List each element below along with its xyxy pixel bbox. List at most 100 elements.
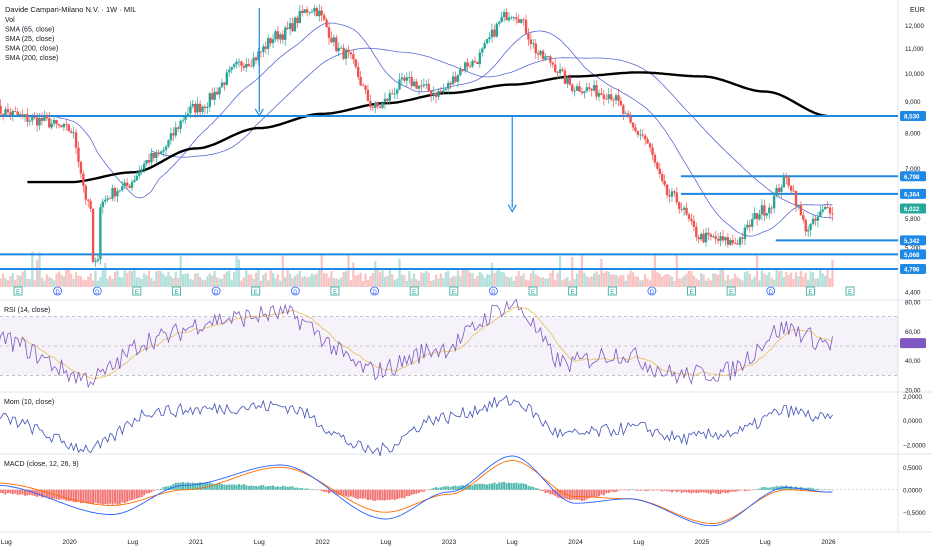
volume-bar	[763, 273, 766, 287]
volume-bar	[430, 280, 433, 287]
macd-histogram-bar	[60, 489, 63, 500]
volume-bar	[777, 271, 781, 287]
candle-body	[179, 120, 182, 129]
earnings-marker-icon	[568, 286, 578, 296]
macd-histogram-bar	[709, 489, 712, 495]
macd-histogram-bar	[722, 489, 725, 493]
candle-body	[376, 103, 379, 107]
volume-bar	[792, 278, 795, 287]
candle-body	[743, 227, 747, 239]
macd-histogram-bar	[807, 487, 810, 490]
volume-bar	[597, 274, 601, 287]
volume-bar	[447, 270, 450, 287]
volume-bar	[782, 277, 785, 287]
candle-body	[99, 207, 102, 260]
candle-body	[507, 17, 511, 21]
candle-body	[451, 76, 455, 85]
macd-histogram-bar	[323, 489, 326, 492]
volume-bar	[308, 276, 311, 287]
candle-body	[269, 38, 272, 44]
macd-histogram-bar	[532, 486, 535, 490]
volume-bar	[595, 271, 598, 287]
volume-bar	[26, 278, 29, 287]
candle-body	[709, 234, 713, 237]
candle-body	[726, 237, 730, 245]
volume-bar	[415, 279, 418, 287]
candle-body	[539, 50, 542, 55]
indicator-legend-item: SMA (200, close)	[5, 46, 58, 53]
macd-histogram-bar	[478, 483, 481, 490]
macd-histogram-bar	[692, 489, 695, 493]
candle-body	[412, 81, 416, 87]
volume-bar	[337, 279, 340, 287]
volume-bar	[619, 275, 622, 287]
volume-bar	[614, 274, 618, 287]
event-marker-label: E	[571, 290, 575, 296]
volume-bar	[585, 276, 588, 287]
volume-bar	[775, 269, 778, 287]
time-axis-tick: Lug	[254, 539, 265, 546]
macd-histogram-bar	[605, 489, 608, 494]
candle-body	[658, 168, 661, 174]
macd-histogram-bar	[315, 489, 318, 491]
macd-histogram-bar	[413, 489, 416, 495]
event-marker-label: E	[848, 290, 852, 296]
macd-histogram-bar	[123, 489, 126, 504]
volume-bar	[19, 275, 22, 287]
volume-bar	[344, 271, 348, 287]
candle-body	[432, 92, 435, 96]
macd-histogram-bar	[481, 483, 484, 490]
macd-histogram-bar	[617, 489, 620, 491]
candle-body	[342, 47, 345, 59]
candle-body	[208, 93, 212, 107]
rsi-title: RSI (14, close)	[4, 307, 50, 314]
candle-body	[72, 132, 75, 134]
candle-body	[313, 8, 316, 12]
candle-body	[84, 185, 87, 200]
volume-bars	[0, 251, 834, 287]
candle-body	[293, 17, 297, 32]
candle-body	[9, 112, 12, 116]
volume-bar	[228, 270, 231, 287]
macd-signal-line	[0, 460, 833, 524]
candle-body	[685, 207, 688, 215]
volume-bar	[121, 277, 124, 287]
candle-body	[464, 62, 467, 71]
candle-body	[478, 52, 482, 64]
candle-body	[157, 152, 160, 154]
macd-histogram-bar	[736, 489, 739, 492]
candle-body	[347, 49, 350, 53]
volume-bar	[40, 277, 44, 287]
volume-bar	[70, 273, 73, 287]
candle-body	[40, 117, 44, 121]
macd-histogram-bar	[597, 489, 600, 497]
candle-body	[585, 87, 589, 92]
chart-title: Davide Campari-Milano N.V. · 1W · MIL	[5, 5, 136, 14]
volume-bar	[456, 270, 460, 287]
volume-bar	[91, 280, 95, 287]
macd-histogram-bar	[590, 489, 593, 498]
volume-bar	[323, 273, 326, 287]
momentum-axis-tick: 0,0000	[903, 418, 922, 425]
candle-body	[315, 8, 319, 17]
volume-bar	[729, 279, 732, 287]
volume-bar	[179, 256, 182, 287]
volume-bar	[522, 273, 525, 287]
time-axis-tick: Lug	[380, 539, 391, 546]
candle-body	[551, 62, 554, 65]
candle-body	[305, 9, 309, 13]
dividend-marker-icon	[290, 286, 300, 296]
candle-body	[571, 84, 574, 92]
candle-body	[427, 83, 430, 91]
candle-body	[736, 243, 739, 245]
macd-histogram-bar	[374, 489, 377, 501]
candle-body	[264, 46, 267, 49]
volume-bar	[245, 270, 248, 287]
volume-bar	[454, 276, 457, 287]
price-label-text: 5,068	[904, 252, 920, 259]
candle-body	[558, 69, 562, 73]
candle-body	[257, 51, 260, 61]
volume-bar	[250, 274, 253, 287]
candle-body	[55, 120, 58, 124]
macd-histogram-bar	[169, 485, 172, 490]
